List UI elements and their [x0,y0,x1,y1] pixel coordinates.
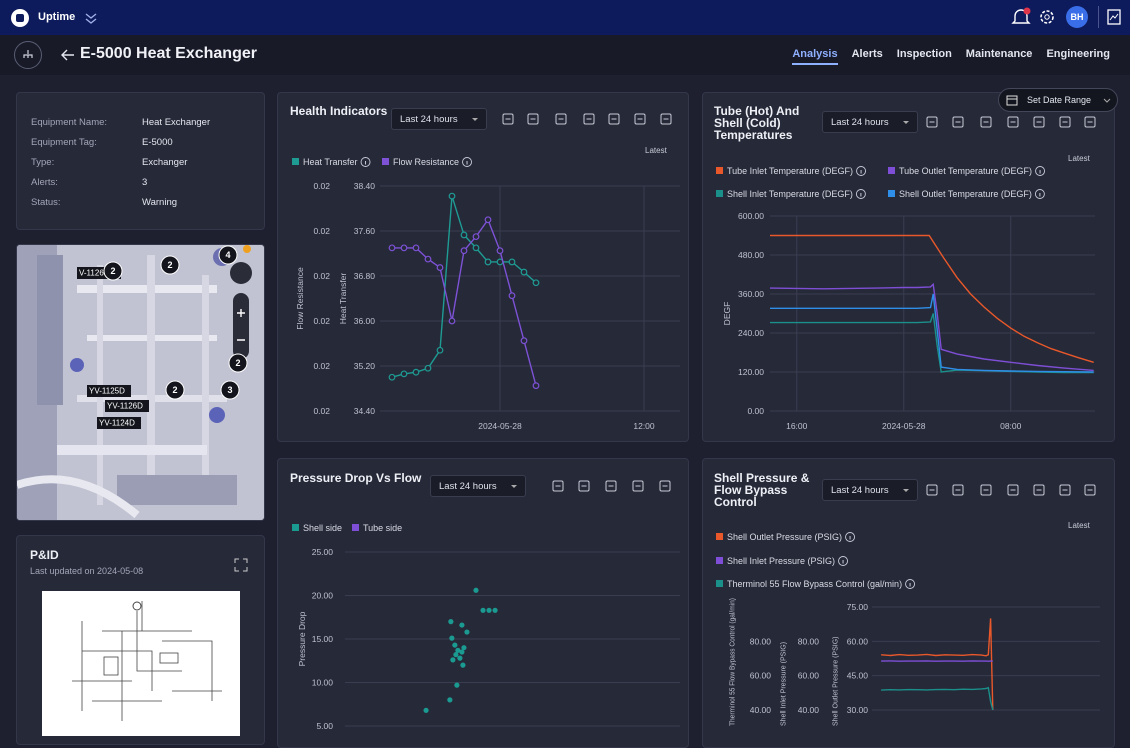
pressure-drop-panel [277,458,689,748]
field-label: Type: [31,157,54,168]
expand-button[interactable] [234,558,248,572]
badge-count: 2 [235,358,240,368]
page-title: E-5000 Heat Exchanger [80,45,257,63]
field-value: Exchanger [142,157,187,168]
tab[interactable]: Analysis [792,48,837,65]
field-label: Equipment Tag: [31,137,97,148]
tab[interactable]: Inspection [897,48,952,65]
hierarchy-button[interactable] [13,40,43,70]
user-avatar[interactable]: BH [1066,6,1088,28]
pid-updated: Last updated on 2024-05-08 [30,566,143,576]
app-name: Uptime [38,11,75,23]
badge-count: 2 [172,385,177,395]
field-label: Status: [31,197,61,208]
range-dropdown[interactable]: Last 24 hours [822,479,918,501]
badge-count: 4 [225,250,230,260]
field-value: 3 [142,177,147,188]
pid-title: P&ID [30,548,59,562]
chart-title: Shell Pressure & Flow Bypass Control [714,472,814,508]
report-icon[interactable] [1106,8,1122,26]
pid-panel: P&ID Last updated on 2024-05-08 [16,535,265,745]
equipment-tag: YV-1124D [99,419,135,428]
view-dropdown[interactable]: Latest [1068,521,1090,530]
equipment-tag: YV-1125D [89,387,125,396]
range-dropdown[interactable]: Last 24 hours [822,111,918,133]
temperature-panel [702,92,1115,442]
tab[interactable]: Engineering [1046,48,1110,65]
health-panel [277,92,689,442]
equipment-tag: YV-1126D [107,402,143,411]
date-range-label: Set Date Range [1027,95,1091,105]
page-header: E-5000 Heat Exchanger Analysis Alerts Insp… [0,35,1130,75]
field-value: E-5000 [142,137,173,148]
badge-count: 2 [110,266,115,276]
field-label: Alerts: [31,177,58,188]
tab[interactable]: Alerts [852,48,883,65]
page: Uptime BH E-5000 Heat Exchanger Analysis… [0,0,1130,730]
top-bar: Uptime BH [0,0,1130,35]
pid-drawing [42,591,240,736]
back-button[interactable] [60,48,76,62]
view-dropdown[interactable]: Latest [645,146,667,155]
field-value: Warning [142,197,177,208]
settings[interactable] [1038,8,1056,26]
chart-title: Pressure Drop Vs Flow [290,472,430,484]
tab[interactable]: Maintenance [966,48,1033,65]
date-range-button[interactable]: Set Date Range [998,88,1118,112]
field-label: Equipment Name: [31,117,107,128]
chart-title: Tube (Hot) And Shell (Cold) Temperatures [714,105,810,141]
notifications[interactable] [1010,6,1032,28]
chart-title: Health Indicators [290,105,390,117]
range-dropdown[interactable]: Last 24 hours [391,108,487,130]
badge-count: 3 [227,385,232,395]
field-value: Heat Exchanger [142,117,210,128]
logo [10,8,30,28]
app-menu[interactable] [84,11,98,25]
badge-count: 2 [167,260,172,270]
range-dropdown[interactable]: Last 24 hours [430,475,526,497]
view-dropdown[interactable]: Latest [1068,154,1090,163]
tabs: Analysis Alerts Inspection Maintenance Engin… [792,48,1110,65]
equipment-info: Equipment Name: Heat Exchanger Equipment T… [16,92,265,230]
